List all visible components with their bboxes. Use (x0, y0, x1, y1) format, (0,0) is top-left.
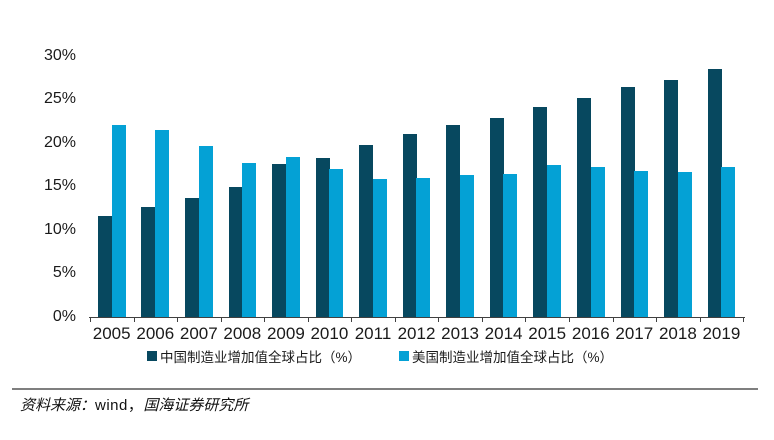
bar-china-2005 (97, 216, 112, 317)
bar-us-2005 (111, 125, 126, 317)
bar-us-2013 (459, 175, 474, 317)
legend-label: 美国制造业增加值全球占比（%） (412, 350, 614, 365)
bar-us-2014 (503, 174, 518, 317)
x-axis-tick (133, 317, 135, 322)
bar-china-2019 (707, 68, 722, 317)
bar-us-2008 (242, 162, 257, 317)
legend-swatch-icon (147, 351, 157, 361)
source-org: 国海证券研究所 (143, 396, 249, 414)
x-axis-tick (264, 317, 266, 322)
x-axis-tick (525, 317, 527, 322)
x-axis-label: 2007 (179, 324, 218, 343)
x-axis-tick (438, 317, 440, 322)
bar-us-2019 (721, 167, 736, 317)
bar-china-2008 (228, 187, 243, 317)
x-axis-label: 2005 (92, 324, 131, 343)
x-axis-label: 2019 (702, 324, 741, 343)
footer-divider (12, 388, 758, 390)
x-axis-label: 2010 (310, 324, 349, 343)
legend-label: 中国制造业增加值全球占比（%） (160, 350, 362, 365)
bar-us-2009 (285, 156, 300, 317)
y-axis-label: 30% (43, 46, 76, 64)
source-prefix: 资料来源： (20, 396, 96, 414)
x-axis-tick (220, 317, 222, 322)
bar-china-2009 (272, 163, 287, 317)
bar-us-2012 (416, 177, 431, 317)
bar-us-2018 (677, 172, 692, 317)
x-axis-label: 2011 (354, 324, 392, 343)
x-axis-tick (89, 317, 91, 322)
bar-us-2017 (634, 170, 649, 317)
x-axis-tick (569, 317, 570, 322)
bar-china-2007 (185, 197, 199, 317)
source-vendor: wind， (95, 397, 144, 414)
y-axis-label: 10% (43, 220, 76, 238)
bar-china-2006 (141, 207, 156, 317)
chart-legend: 中国制造业增加值全球占比（%） 美国制造业增加值全球占比（%） (147, 346, 613, 366)
x-axis-tick (177, 317, 178, 322)
x-axis-tick (656, 317, 658, 322)
y-axis-label: 25% (43, 90, 76, 108)
bar-china-2018 (664, 80, 679, 317)
bar-us-2010 (329, 168, 344, 317)
x-axis-tick (612, 317, 614, 322)
bar-china-2015 (533, 107, 548, 317)
x-axis-label: 2014 (484, 324, 523, 343)
bar-us-2007 (198, 146, 213, 317)
bar-china-2014 (489, 117, 504, 317)
x-axis-label: 2006 (136, 324, 175, 343)
bar-china-2011 (359, 145, 374, 317)
bar-china-2010 (315, 157, 330, 317)
x-axis-tick (394, 317, 396, 322)
source-note: 资料来源：wind，国海证券研究所 (20, 394, 248, 415)
bar-china-2017 (620, 87, 635, 317)
x-axis-label: 2015 (528, 324, 567, 343)
legend-swatch-icon (399, 351, 410, 361)
x-axis-tick (351, 317, 353, 322)
x-axis-label: 2018 (658, 324, 697, 343)
bar-us-2016 (590, 167, 605, 317)
y-axis-label: 0% (52, 308, 76, 325)
x-axis-tick (743, 317, 745, 322)
y-axis-label: 20% (43, 133, 76, 151)
x-axis-label: 2008 (223, 324, 262, 343)
bar-us-2011 (372, 178, 387, 317)
bar-china-2013 (446, 125, 461, 317)
x-axis-line (89, 317, 745, 318)
bar-us-2006 (155, 129, 170, 317)
x-axis-tick (307, 317, 309, 322)
x-axis-tick (481, 317, 483, 322)
y-axis-label: 5% (52, 264, 76, 282)
legend-item-us: 美国制造业增加值全球占比（%） (399, 346, 613, 366)
x-axis-tick (699, 317, 701, 322)
x-axis-label: 2012 (397, 324, 436, 343)
x-axis-label: 2017 (615, 324, 654, 343)
y-axis-label: 15% (43, 177, 76, 195)
legend-item-china: 中国制造业增加值全球占比（%） (147, 346, 361, 366)
x-axis-label: 2013 (441, 324, 479, 343)
bar-china-2012 (402, 134, 417, 317)
bar-us-2015 (547, 164, 561, 317)
x-axis-label: 2009 (266, 324, 305, 343)
bar-china-2016 (577, 97, 591, 317)
x-axis-label: 2016 (571, 324, 610, 343)
